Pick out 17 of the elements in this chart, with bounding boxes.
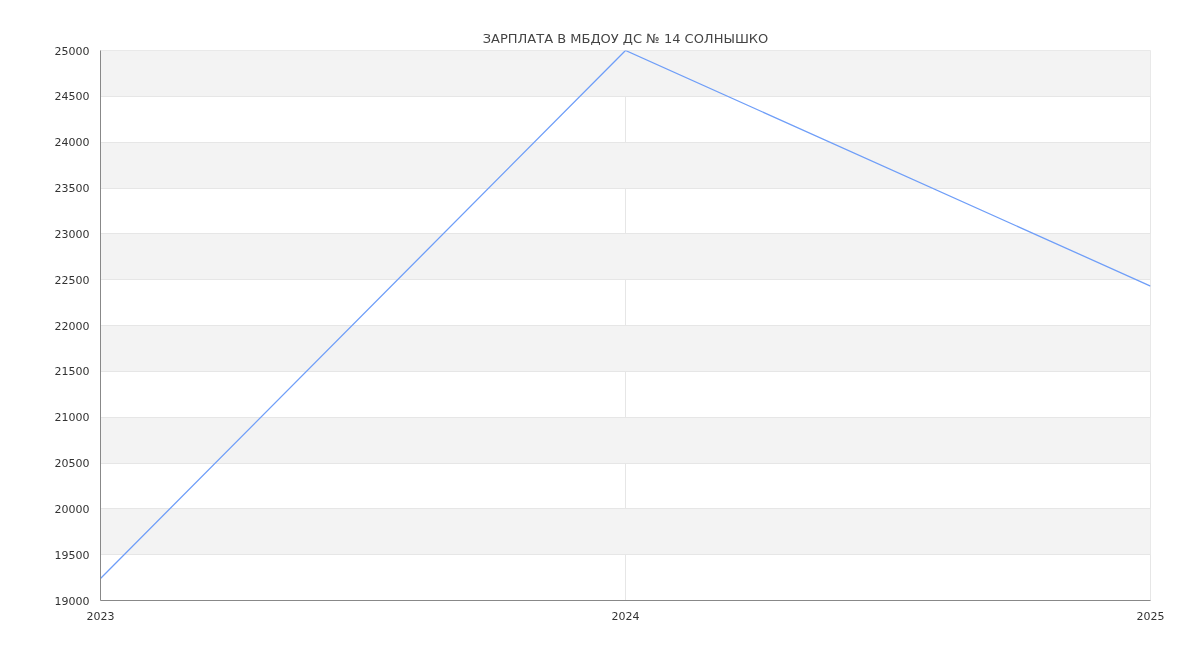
y-tick-label: 21000 xyxy=(54,411,90,425)
chart-title: ЗАРПЛАТА В МБДОУ ДС № 14 СОЛНЫШКО xyxy=(482,30,769,46)
y-tick-label: 25000 xyxy=(54,44,90,58)
y-tick-label: 22500 xyxy=(54,273,90,287)
y-tick-label: 24000 xyxy=(54,136,90,150)
y-tick-label: 22000 xyxy=(54,319,90,333)
y-tick-label: 23500 xyxy=(54,182,90,195)
y-tick-label: 21500 xyxy=(54,365,90,379)
x-tick-label: 2023 xyxy=(86,609,115,623)
x-tick-label: 2024 xyxy=(611,609,640,623)
y-tick-label: 20000 xyxy=(54,502,90,516)
y-tick-label: 23000 xyxy=(54,227,90,241)
y-tick-label: 19000 xyxy=(54,594,90,608)
y-tick-label: 20500 xyxy=(54,457,90,470)
y-tick-label: 24500 xyxy=(54,90,90,104)
x-tick-label: 2025 xyxy=(1136,609,1165,623)
y-tick-label: 19500 xyxy=(54,548,90,562)
